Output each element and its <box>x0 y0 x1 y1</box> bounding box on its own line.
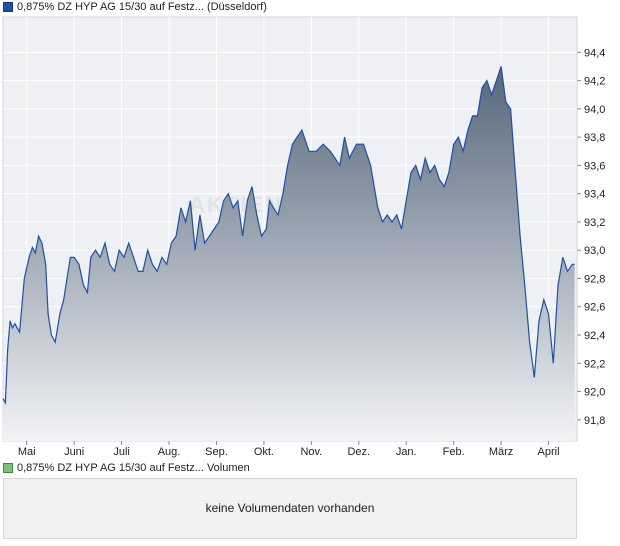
no-volume-message: keine Volumendaten vorhanden <box>4 501 576 515</box>
volume-panel: keine Volumendaten vorhanden <box>3 478 577 539</box>
x-tick-label: Nov. <box>300 446 322 458</box>
y-tick-label: 93,4 <box>584 189 605 201</box>
y-tick-label: 93,2 <box>584 217 605 229</box>
x-tick-label: Jan. <box>396 446 417 458</box>
y-tick-label: 92,4 <box>584 330 605 342</box>
x-tick-label: Juni <box>64 446 84 458</box>
x-tick-label: Dez. <box>347 446 370 458</box>
x-tick-label: Feb. <box>443 446 465 458</box>
volume-legend-swatch <box>3 463 13 473</box>
y-tick-label: 92,8 <box>584 273 605 285</box>
y-tick-label: 93,0 <box>584 245 605 257</box>
y-tick-label: 92,0 <box>584 387 605 399</box>
x-axis: Mai Juni Juli Aug. Sep. Okt. Nov. Dez. Jan. Feb. M… <box>18 441 560 458</box>
x-tick-label: April <box>538 446 560 458</box>
y-tick-label: 94,0 <box>584 104 605 116</box>
y-axis: 91,8 92,0 92,2 92,4 92,6 92,8 93,0 93,2 93,4 93,6… <box>577 47 605 426</box>
y-tick-label: 94,4 <box>584 47 605 59</box>
x-tick-label: Sep. <box>205 446 228 458</box>
volume-legend: 0,875% DZ HYP AG 15/30 auf Festz... Volu… <box>3 461 250 475</box>
y-tick-label: 94,2 <box>584 76 605 88</box>
x-tick-label: März <box>489 446 513 458</box>
x-tick-label: Mai <box>18 446 36 458</box>
y-tick-label: 92,2 <box>584 358 605 370</box>
volume-legend-label: 0,875% DZ HYP AG 15/30 auf Festz... Volu… <box>17 462 250 474</box>
y-tick-label: 92,6 <box>584 302 605 314</box>
y-tick-label: 93,8 <box>584 132 605 144</box>
y-tick-label: 93,6 <box>584 160 605 172</box>
x-tick-label: Aug. <box>158 446 181 458</box>
x-tick-label: Juli <box>113 446 130 458</box>
x-tick-label: Okt. <box>254 446 274 458</box>
price-chart: AKTIEN 91,892,092,292,492,692,893,093,29… <box>0 0 620 460</box>
y-tick-label: 91,8 <box>584 415 605 427</box>
